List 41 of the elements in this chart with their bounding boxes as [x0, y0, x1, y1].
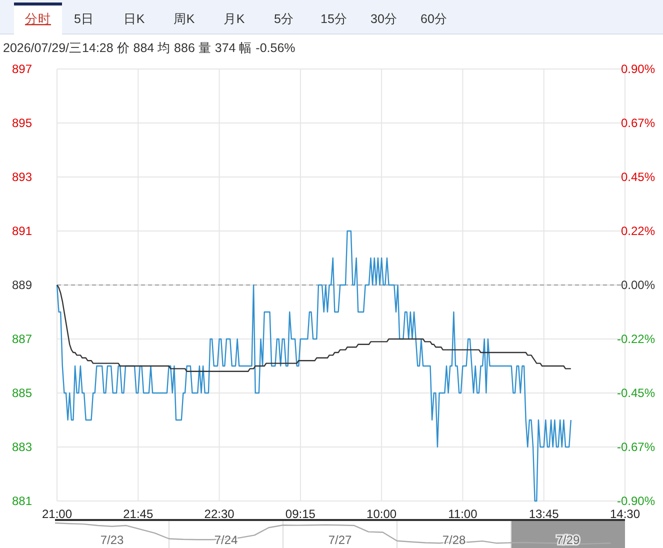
text: 分时 [25, 12, 51, 26]
y2-tick-label: -0.45% [616, 386, 656, 400]
y-tick-label: 887 [12, 332, 32, 346]
text: 周K [173, 12, 196, 26]
y-tick-label: 881 [12, 494, 32, 508]
line-series [56, 284, 572, 372]
text: 月K [223, 12, 246, 26]
y-tick-label: 895 [12, 116, 32, 130]
text: 15分 [320, 12, 348, 26]
x-tick-label: 21:45 [123, 507, 154, 521]
x-tick-label: 13:45 [528, 507, 560, 521]
x-tick-label: 11:00 [448, 507, 478, 521]
x-tick-label: 7/29 [556, 533, 580, 547]
x-tick-label: 14:30 [610, 507, 640, 521]
y2-tick-label: -0.67% [616, 440, 656, 454]
y-tick-label: 893 [12, 170, 32, 184]
y-tick-label: 897 [12, 62, 32, 76]
y2-tick-label: 0.45% [620, 170, 656, 184]
text: 5分 [274, 12, 294, 26]
text: 30分 [370, 12, 398, 26]
text: 日K [123, 12, 146, 26]
x-tick-label: 10:00 [366, 507, 397, 521]
text: 2026/07/29/三14:28 价 884 均 886 量 374 幅 -0.56% [3, 41, 296, 55]
y2-tick-label: 0.67% [620, 116, 656, 130]
x-tick-label: 7/23 [100, 533, 124, 547]
x-tick-label: 22:30 [204, 507, 235, 521]
y2-tick-label: -0.90% [616, 494, 656, 508]
y2-tick-label: -0.22% [616, 332, 656, 346]
text: 60分 [420, 12, 448, 26]
y2-tick-label: 0.00% [620, 278, 656, 292]
y2-tick-label: 0.90% [620, 62, 656, 76]
y-tick-label: 891 [12, 224, 32, 238]
y2-tick-label: 0.22% [620, 224, 656, 238]
y-tick-label: 883 [12, 440, 32, 454]
x-tick-label: 21:00 [42, 507, 72, 521]
y-tick-label: 889 [12, 278, 32, 292]
x-tick-label: 7/27 [328, 533, 352, 547]
y-tick-label: 885 [12, 386, 32, 400]
x-tick-label: 09:15 [285, 507, 316, 521]
text: 5日 [74, 12, 94, 26]
line-series [56, 230, 572, 502]
